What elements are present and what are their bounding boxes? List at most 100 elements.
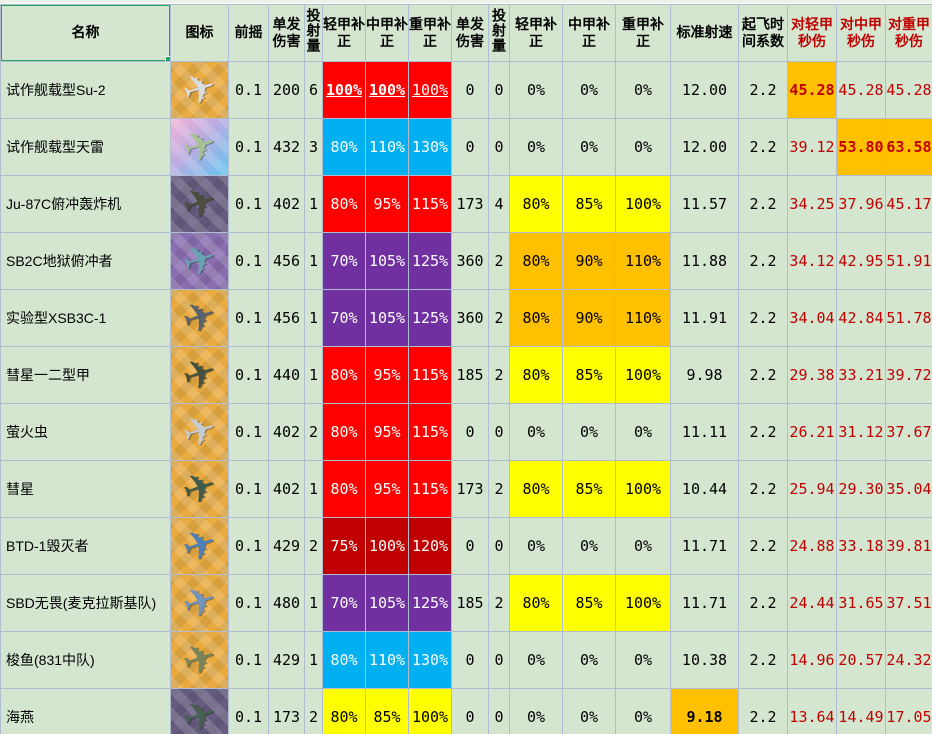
- cell-dmg2[interactable]: 0: [451, 631, 489, 689]
- cell-cnt2[interactable]: 0: [488, 61, 510, 119]
- cell-heavy2[interactable]: 100%: [615, 346, 671, 404]
- cell-light2[interactable]: 0%: [509, 403, 563, 461]
- cell-icon[interactable]: ✈: [170, 61, 229, 119]
- cell-name[interactable]: SBD无畏(麦克拉斯基队): [0, 574, 171, 632]
- cell-windup[interactable]: 0.1: [228, 346, 269, 404]
- cell-takeoff[interactable]: 2.2: [738, 688, 788, 734]
- cell-cnt2[interactable]: 2: [488, 460, 510, 518]
- cell-icon[interactable]: ✈: [170, 517, 229, 575]
- cell-cnt2[interactable]: 2: [488, 574, 510, 632]
- cell-heavy1[interactable]: 115%: [408, 175, 452, 233]
- cell-light2[interactable]: 80%: [509, 346, 563, 404]
- cell-cnt2[interactable]: 0: [488, 403, 510, 461]
- cell-dps_light[interactable]: 29.38: [787, 346, 837, 404]
- cell-dmg1[interactable]: 440: [268, 346, 305, 404]
- cell-mid1[interactable]: 95%: [365, 346, 409, 404]
- cell-dps_light[interactable]: 13.64: [787, 688, 837, 734]
- cell-takeoff[interactable]: 2.2: [738, 175, 788, 233]
- cell-rof[interactable]: 11.71: [670, 574, 739, 632]
- cell-cnt2[interactable]: 0: [488, 517, 510, 575]
- cell-dmg1[interactable]: 456: [268, 232, 305, 290]
- cell-name[interactable]: 彗星一二型甲: [0, 346, 171, 404]
- header-dps_heavy[interactable]: 对重甲秒伤: [885, 4, 932, 62]
- header-windup[interactable]: 前摇: [228, 4, 269, 62]
- cell-dps_mid[interactable]: 45.28: [836, 61, 886, 119]
- header-dmg2[interactable]: 单发伤害: [451, 4, 489, 62]
- cell-dps_light[interactable]: 24.44: [787, 574, 837, 632]
- cell-icon[interactable]: ✈: [170, 403, 229, 461]
- cell-windup[interactable]: 0.1: [228, 232, 269, 290]
- cell-dmg1[interactable]: 402: [268, 460, 305, 518]
- cell-light2[interactable]: 0%: [509, 118, 563, 176]
- cell-dmg1[interactable]: 402: [268, 403, 305, 461]
- cell-rof[interactable]: 10.38: [670, 631, 739, 689]
- cell-dmg1[interactable]: 173: [268, 688, 305, 734]
- cell-light2[interactable]: 80%: [509, 574, 563, 632]
- cell-heavy1[interactable]: 115%: [408, 403, 452, 461]
- cell-dps_light[interactable]: 14.96: [787, 631, 837, 689]
- cell-light2[interactable]: 0%: [509, 631, 563, 689]
- cell-name[interactable]: 实验型XSB3C-1: [0, 289, 171, 347]
- cell-name[interactable]: SB2C地狱俯冲者: [0, 232, 171, 290]
- cell-dps_heavy[interactable]: 63.58: [885, 118, 932, 176]
- cell-cnt1[interactable]: 6: [304, 61, 323, 119]
- cell-cnt1[interactable]: 2: [304, 403, 323, 461]
- cell-cnt1[interactable]: 2: [304, 688, 323, 734]
- cell-takeoff[interactable]: 2.2: [738, 289, 788, 347]
- cell-heavy1[interactable]: 125%: [408, 289, 452, 347]
- cell-dps_heavy[interactable]: 39.72: [885, 346, 932, 404]
- cell-rof[interactable]: 9.18: [670, 688, 739, 734]
- cell-heavy2[interactable]: 110%: [615, 289, 671, 347]
- cell-dmg2[interactable]: 0: [451, 403, 489, 461]
- cell-mid2[interactable]: 90%: [562, 289, 616, 347]
- cell-name[interactable]: 彗星: [0, 460, 171, 518]
- cell-dps_mid[interactable]: 20.57: [836, 631, 886, 689]
- cell-cnt1[interactable]: 3: [304, 118, 323, 176]
- cell-dps_heavy[interactable]: 24.32: [885, 631, 932, 689]
- cell-takeoff[interactable]: 2.2: [738, 631, 788, 689]
- cell-light1[interactable]: 70%: [322, 289, 366, 347]
- cell-dmg1[interactable]: 456: [268, 289, 305, 347]
- cell-dmg2[interactable]: 360: [451, 289, 489, 347]
- cell-rof[interactable]: 11.71: [670, 517, 739, 575]
- cell-dps_light[interactable]: 45.28: [787, 61, 837, 119]
- cell-dps_mid[interactable]: 37.96: [836, 175, 886, 233]
- header-light2[interactable]: 轻甲补正: [509, 4, 563, 62]
- cell-dmg2[interactable]: 173: [451, 175, 489, 233]
- cell-dps_mid[interactable]: 33.18: [836, 517, 886, 575]
- cell-heavy2[interactable]: 100%: [615, 175, 671, 233]
- cell-icon[interactable]: ✈: [170, 574, 229, 632]
- header-mid1[interactable]: 中甲补正: [365, 4, 409, 62]
- cell-icon[interactable]: ✈: [170, 232, 229, 290]
- cell-heavy2[interactable]: 0%: [615, 61, 671, 119]
- header-dps_mid[interactable]: 对中甲秒伤: [836, 4, 886, 62]
- cell-cnt2[interactable]: 2: [488, 232, 510, 290]
- cell-dps_heavy[interactable]: 51.91: [885, 232, 932, 290]
- cell-name[interactable]: 海燕: [0, 688, 171, 734]
- cell-cnt2[interactable]: 0: [488, 118, 510, 176]
- cell-rof[interactable]: 11.57: [670, 175, 739, 233]
- cell-windup[interactable]: 0.1: [228, 403, 269, 461]
- cell-dmg2[interactable]: 360: [451, 232, 489, 290]
- cell-windup[interactable]: 0.1: [228, 517, 269, 575]
- header-mid2[interactable]: 中甲补正: [562, 4, 616, 62]
- cell-dps_heavy[interactable]: 45.28: [885, 61, 932, 119]
- header-heavy2[interactable]: 重甲补正: [615, 4, 671, 62]
- cell-heavy2[interactable]: 0%: [615, 403, 671, 461]
- cell-light1[interactable]: 100%: [322, 61, 366, 119]
- cell-icon[interactable]: ✈: [170, 289, 229, 347]
- cell-rof[interactable]: 11.11: [670, 403, 739, 461]
- cell-dps_mid[interactable]: 53.80: [836, 118, 886, 176]
- cell-dps_light[interactable]: 34.25: [787, 175, 837, 233]
- header-dmg1[interactable]: 单发伤害: [268, 4, 305, 62]
- cell-heavy2[interactable]: 0%: [615, 688, 671, 734]
- cell-name[interactable]: 萤火虫: [0, 403, 171, 461]
- cell-windup[interactable]: 0.1: [228, 289, 269, 347]
- cell-light2[interactable]: 0%: [509, 688, 563, 734]
- cell-mid1[interactable]: 105%: [365, 574, 409, 632]
- cell-dps_heavy[interactable]: 37.51: [885, 574, 932, 632]
- cell-icon[interactable]: ✈: [170, 688, 229, 734]
- cell-dps_light[interactable]: 39.12: [787, 118, 837, 176]
- cell-cnt1[interactable]: 2: [304, 517, 323, 575]
- header-rof[interactable]: 标准射速: [670, 4, 739, 62]
